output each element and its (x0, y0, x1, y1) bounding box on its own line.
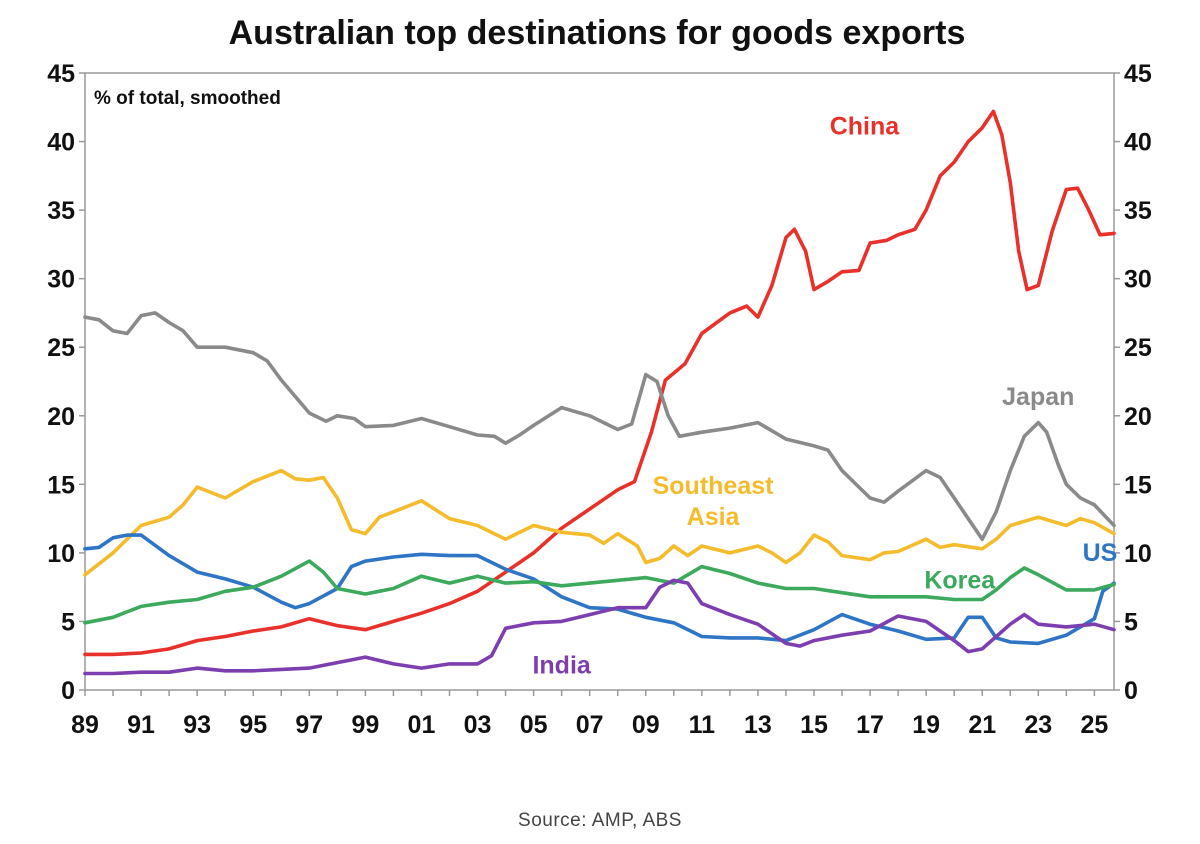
line-chart: Australian top destinations for goods ex… (47, 14, 1152, 739)
series-line-southeast-asia (83, 468, 1116, 577)
series-line-india (83, 578, 1116, 676)
x-tick-label: 03 (464, 711, 492, 739)
series-line-us (83, 533, 1116, 646)
x-axis: 89 91 93 95 97 99 01 03 05 07 09 11 13 15 17 19 21 23 25 (71, 690, 1108, 739)
x-tick-label: 91 (127, 711, 155, 739)
unit-label: % of total, smoothed (94, 88, 281, 109)
y-tick-label-right: 0 (1124, 677, 1138, 705)
x-tick-label: 17 (856, 711, 884, 739)
x-tick-label: 11 (689, 711, 716, 739)
plot-frame (84, 72, 1115, 691)
series-label-southeast-asia: Southeast Asia (653, 472, 775, 531)
y-tick-label-right: 10 (1124, 540, 1152, 568)
chart-title: Australian top destinations for goods ex… (229, 14, 966, 52)
x-tick-label: 25 (1080, 711, 1108, 739)
x-tick-label: 99 (351, 711, 379, 739)
series-label-india: India (532, 652, 591, 680)
x-tick-label: 97 (295, 711, 323, 739)
series-label-korea: Korea (924, 567, 996, 595)
series-lines (83, 109, 1116, 676)
x-tick-label: 05 (520, 711, 548, 739)
series-line-china (83, 109, 1116, 657)
y-tick-label-left: 20 (47, 403, 75, 431)
y-tick-label-left: 10 (47, 540, 75, 568)
series-label-line: US (1083, 539, 1118, 567)
source-note: Source: AMP, ABS (518, 810, 682, 831)
y-tick-label-right: 5 (1124, 608, 1138, 636)
x-tick-label: 07 (576, 711, 604, 739)
x-tick-label: 89 (71, 711, 99, 739)
series-label-line: Korea (924, 567, 996, 595)
x-tick-label: 09 (632, 711, 660, 739)
series-label-china: China (830, 113, 901, 141)
y-tick-label-left: 25 (47, 334, 75, 362)
series-line-korea (83, 559, 1116, 625)
x-tick-label: 13 (744, 711, 772, 739)
y-tick-label-right: 20 (1124, 403, 1152, 431)
series-label-line: India (532, 652, 591, 680)
x-tick-label: 23 (1024, 711, 1052, 739)
y-axis-left: 0 5 10 15 20 25 30 35 40 45 (47, 60, 85, 705)
series-label-line: Japan (1002, 383, 1074, 411)
y-tick-label-left: 5 (61, 608, 75, 636)
x-tick-label: 93 (183, 711, 211, 739)
y-tick-label-right: 15 (1124, 471, 1152, 499)
x-tick-label: 19 (912, 711, 940, 739)
series-label-line: Southeast (653, 472, 775, 500)
series-label-line: China (830, 113, 901, 141)
series-label-line: Asia (687, 503, 741, 531)
y-tick-label-left: 40 (47, 129, 75, 157)
series-labels: China Japan Southeast Asia US Korea India (532, 113, 1117, 680)
y-tick-label-left: 15 (47, 471, 75, 499)
series-line-japan (83, 311, 1116, 541)
y-tick-label-right: 25 (1124, 334, 1152, 362)
x-tick-label: 01 (408, 711, 436, 739)
series-label-us: US (1083, 539, 1118, 567)
x-tick-label: 95 (239, 711, 267, 739)
y-tick-label-right: 35 (1124, 197, 1152, 225)
y-tick-label-right: 30 (1124, 266, 1152, 294)
x-tick-label: 15 (800, 711, 828, 739)
y-tick-label-left: 0 (61, 677, 75, 705)
y-tick-label-right: 45 (1124, 60, 1152, 88)
x-tick-label: 21 (968, 711, 996, 739)
series-label-japan: Japan (1002, 383, 1074, 411)
y-tick-label-left: 30 (47, 266, 75, 294)
y-tick-label-left: 35 (47, 197, 75, 225)
y-axis-right: 0 5 10 15 20 25 30 35 40 45 (1114, 60, 1152, 705)
y-tick-label-right: 40 (1124, 129, 1152, 157)
y-tick-label-left: 45 (47, 60, 75, 88)
